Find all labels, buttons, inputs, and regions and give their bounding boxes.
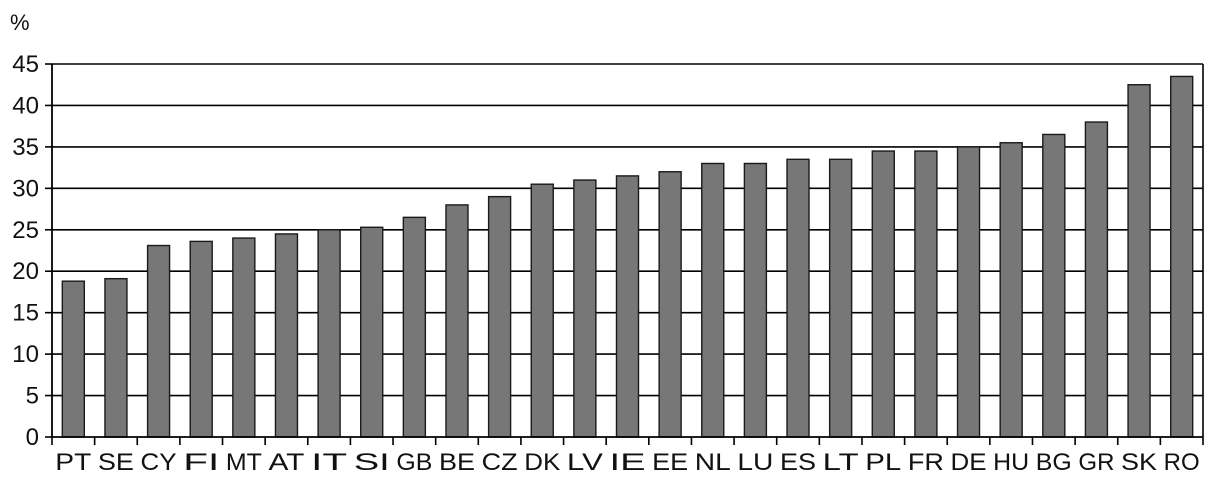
x-tick-label: SK: [1121, 449, 1157, 474]
x-tick-label: AT: [268, 449, 304, 474]
x-tick-label: CZ: [482, 449, 518, 474]
y-tick-label: 20: [12, 258, 39, 285]
bar-lv: [573, 179, 597, 438]
bar-fr: [914, 150, 938, 438]
bar-es: [786, 158, 810, 438]
x-tick-label: NL: [695, 449, 731, 474]
x-tick-label: HU: [993, 449, 1029, 474]
bar-sk: [1127, 84, 1151, 438]
x-tick-label: SI: [354, 449, 390, 474]
x-tick-label: DK: [524, 449, 560, 474]
bar-lt: [828, 158, 853, 438]
x-tick-label: GR: [1078, 449, 1114, 474]
bar-nl: [701, 162, 725, 438]
y-tick-label: 45: [12, 51, 39, 78]
y-tick-label: 15: [12, 300, 39, 327]
bar-it: [317, 229, 341, 438]
bar-lu: [743, 162, 768, 438]
bar-dk: [530, 183, 554, 438]
bar-pt: [61, 280, 86, 438]
y-tick-labels: 0 5 10 15 20 25 30 35 40 45: [12, 51, 39, 451]
x-tick-labels: PT SE CY FI MT AT IT SI GB BE CZ DK LV IE EE NL LU ES LT PL…: [55, 449, 1200, 476]
bar-hu: [999, 142, 1023, 438]
x-tick-label: SE: [98, 449, 134, 474]
x-tick-label: RO: [1164, 449, 1200, 474]
bar-cy: [146, 244, 171, 438]
y-tick-label: 35: [12, 134, 39, 161]
y-tick-label: 0: [26, 424, 39, 451]
bar-de: [956, 146, 981, 438]
axes: [45, 63, 1204, 445]
bar-si: [360, 226, 384, 438]
x-tick-label: FI: [183, 449, 219, 474]
bar-ie: [615, 175, 640, 438]
x-tick-label: LV: [567, 449, 603, 474]
bar-se: [104, 277, 128, 438]
x-tick-label: BG: [1036, 449, 1072, 474]
x-tick-label: MT: [226, 449, 262, 474]
bar-ro: [1169, 75, 1194, 438]
x-tick-label: PT: [55, 449, 91, 474]
x-tick-label: CY: [141, 449, 177, 474]
x-tick-label: DE: [951, 449, 987, 474]
bar-gb: [402, 216, 427, 438]
x-tick-label: EE: [652, 449, 688, 474]
y-tick-label: 30: [12, 175, 39, 202]
x-tick-label: FR: [908, 449, 944, 474]
y-tick-label: 5: [26, 383, 39, 410]
y-tick-label: 40: [12, 92, 39, 119]
y-tick-label: 10: [12, 341, 39, 368]
bar-cz: [487, 195, 512, 438]
bar-mt: [232, 237, 256, 438]
bar-fi: [189, 240, 213, 438]
bar-be: [445, 204, 469, 438]
x-tick-label: PL: [865, 449, 901, 474]
bar-pl: [871, 150, 895, 438]
y-tick-label: 25: [12, 217, 39, 244]
x-tick-label: BE: [439, 449, 475, 474]
x-tick-label: IE: [610, 449, 646, 474]
bar-at: [274, 233, 299, 438]
bar-gr: [1084, 121, 1109, 438]
x-tick-label: ES: [780, 449, 816, 474]
bar-ee: [658, 171, 682, 438]
x-tick-label: LT: [823, 449, 859, 474]
y-axis-unit-label: %: [10, 10, 30, 35]
bars: [61, 75, 1194, 438]
bar-bg: [1042, 133, 1066, 438]
x-tick-label: LU: [737, 449, 773, 474]
x-tick-label: GB: [396, 449, 432, 474]
x-tick-label: IT: [311, 449, 348, 474]
